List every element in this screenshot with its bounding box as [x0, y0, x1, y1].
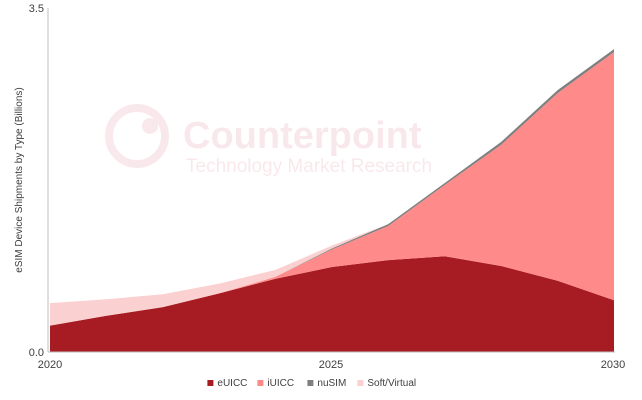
watermark-brand: Counterpoint [183, 115, 422, 157]
legend-swatch-euicc [207, 380, 214, 386]
area-euicc [50, 256, 614, 352]
y-tick-label-top: 3.5 [29, 3, 44, 15]
x-tick-label-2020: 2020 [38, 359, 62, 371]
legend-swatch-soft-virtual [357, 380, 364, 386]
legend-label-nusim: nuSIM [317, 378, 346, 389]
watermark-tagline: Technology Market Research [186, 156, 432, 177]
legend-label-euicc: eUICC [217, 378, 247, 389]
area-iuicc [50, 52, 614, 326]
y-tick-label-bottom: 0.0 [29, 347, 44, 359]
x-tick-label-2030: 2030 [601, 359, 625, 371]
legend: eUICC iUICC nuSIM Soft/Virtual [207, 378, 416, 389]
watermark: Counterpoint Technology Market Research [105, 104, 432, 177]
y-axis-title: eSIM Device Shipments by Type (Billions) [14, 87, 25, 272]
legend-swatch-iuicc [257, 380, 264, 386]
legend-label-iuicc: iUICC [267, 378, 294, 389]
area-series-group [50, 49, 614, 352]
legend-label-soft-virtual: Soft/Virtual [367, 378, 416, 389]
x-tick-label-2025: 2025 [319, 359, 343, 371]
counterpoint-logo-icon [105, 104, 169, 168]
legend-swatch-nusim [307, 380, 314, 386]
